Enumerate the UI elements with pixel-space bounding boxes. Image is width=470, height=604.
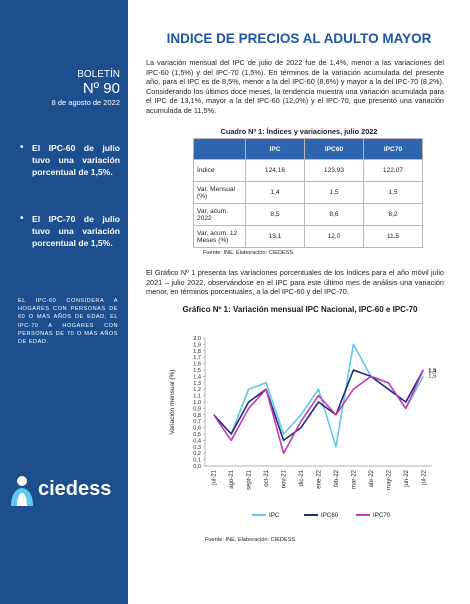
logo-body-inner xyxy=(17,493,27,506)
bullet: • El IPC-70 de julio tuvo una variación p… xyxy=(20,213,120,248)
table-cell: Var. Mensual (%) xyxy=(193,181,246,204)
x-tick-label: jul-21 xyxy=(212,469,218,485)
logo-icon xyxy=(11,476,33,506)
y-tick-label: 0,8 xyxy=(193,413,201,419)
y-tick-label: 0,5 xyxy=(193,432,201,438)
x-tick-label: jul-22 xyxy=(421,469,427,485)
table-cell: 124,16 xyxy=(245,159,305,182)
intro-paragraph: La variación mensual del IPC de julio de… xyxy=(146,58,444,115)
table-cell: 1,5 xyxy=(304,181,364,204)
y-tick-label: 1,2 xyxy=(193,387,201,393)
table-cell: 8,2 xyxy=(363,203,423,226)
y-tick-label: 0,3 xyxy=(193,445,201,451)
x-tick-label: mar-22 xyxy=(351,469,357,489)
x-tick-label: ene-22 xyxy=(317,469,323,488)
table-cell: 11,5 xyxy=(363,225,423,248)
x-tick-label: dic-21 xyxy=(299,469,305,486)
table-cell: 8,6 xyxy=(304,203,364,226)
value-label: 1,5 xyxy=(428,374,436,380)
table-row: Índice 124,16 123,93 122,07 xyxy=(193,159,423,182)
y-tick-label: 1,0 xyxy=(193,400,201,406)
sidebar-note: EL IPC-60 CONSIDERA A HOGARES CON PERSON… xyxy=(18,298,118,346)
logo-text: ciedess xyxy=(38,478,112,500)
table-row: Var. acum. 2022 8,5 8,6 8,2 xyxy=(193,203,423,226)
y-tick-label: 1,3 xyxy=(193,381,201,387)
y-tick-label: 0,1 xyxy=(193,458,201,464)
table-row: Var. acum. 12 Meses (%) 13,1 12,0 11,5 xyxy=(193,225,423,248)
table-cell: 8,5 xyxy=(245,203,305,226)
table-caption: Cuadro Nº 1: Índices y variaciones, juli… xyxy=(220,127,378,136)
y-axis-label: Variación mensual (%) xyxy=(169,370,176,435)
value-label: 1,4 xyxy=(428,369,437,375)
y-tick-label: 0,0 xyxy=(193,464,201,470)
y-tick-label: 1,8 xyxy=(193,349,201,355)
y-tick-label: 1,5 xyxy=(193,368,201,374)
x-tick-label: nov-21 xyxy=(282,469,288,488)
y-tick-label: 0,9 xyxy=(193,406,201,412)
table-cell: 13,1 xyxy=(245,225,305,248)
bulletin-date: 8 de agosto de 2022 xyxy=(51,98,120,107)
table-cell: Var. acum. 12 Meses (%) xyxy=(193,225,246,248)
table-header: IPC70 xyxy=(363,138,423,160)
x-tick-label: feb-22 xyxy=(334,469,340,487)
logo-head xyxy=(17,476,27,486)
value-label: 1,5 xyxy=(428,368,436,374)
x-tick-label: jun-22 xyxy=(404,469,410,487)
chart-title: Gráfico Nº 1: Variación mensual IPC Naci… xyxy=(182,305,418,314)
chart: Gráfico Nº 1: Variación mensual IPC Naci… xyxy=(169,305,437,519)
table-header: IPC xyxy=(245,138,305,160)
x-tick-label: oct-21 xyxy=(264,469,270,486)
bulletin-label: BOLETÍN xyxy=(77,69,120,80)
table-cell: Índice xyxy=(193,159,246,182)
data-table: IPC IPC60 IPC70 Índice 124,16 123,93 122,07 Var… xyxy=(193,138,423,248)
table-cell: 12,0 xyxy=(304,225,364,248)
y-tick-label: 2,0 xyxy=(193,336,201,342)
y-tick-label: 1,7 xyxy=(193,355,201,361)
table-cell: 123,93 xyxy=(304,159,364,182)
table-source: Fuente: INE. Elaboración: CIEDESS. xyxy=(203,250,295,256)
chart-source: Fuente: INE. Elaboración: CIEDESS. xyxy=(205,537,297,543)
analysis-paragraph: El Gráfico Nº 1 presenta las variaciones… xyxy=(146,268,444,297)
bullet: • El IPC-60 de julio tuvo una variación p… xyxy=(20,142,120,177)
bulletin-number: Nº 90 xyxy=(82,80,120,97)
table-cell: Var. acum. 2022 xyxy=(193,203,246,226)
series-line xyxy=(213,369,424,442)
table-cell: 1,5 xyxy=(363,181,423,204)
table-cell: 122,07 xyxy=(363,159,423,182)
table-corner xyxy=(193,138,246,160)
bullet-text: El IPC-60 de julio tuvo una variación po… xyxy=(32,143,120,177)
table-header: IPC60 xyxy=(304,138,364,160)
legend-label: IPC xyxy=(269,512,280,519)
table-cell: 1,4 xyxy=(245,181,305,204)
legend-label: IPC70 xyxy=(373,512,391,519)
x-tick-label: sept-21 xyxy=(247,469,253,490)
y-tick-label: 1,1 xyxy=(193,394,201,400)
table-header-row: IPC IPC60 IPC70 xyxy=(193,138,423,160)
x-tick-label: may-22 xyxy=(386,469,392,490)
series-line xyxy=(213,369,424,454)
y-tick-label: 1,4 xyxy=(193,374,201,380)
page-title: INDICE DE PRECIOS AL ADULTO MAYOR xyxy=(166,31,432,46)
y-tick-label: 1,9 xyxy=(193,342,201,348)
x-tick-label: abr-22 xyxy=(369,469,375,487)
x-tick-label: ago-21 xyxy=(229,469,235,488)
y-tick-label: 0,7 xyxy=(193,419,201,425)
y-tick-label: 1,6 xyxy=(193,362,201,368)
legend-label: IPC60 xyxy=(321,512,339,519)
table-row: Var. Mensual (%) 1,4 1,5 1,5 xyxy=(193,181,423,204)
bullet-text: El IPC-70 de julio tuvo una variación po… xyxy=(32,214,120,248)
y-tick-label: 0,4 xyxy=(193,438,201,444)
y-tick-label: 0,2 xyxy=(193,451,201,457)
y-tick-label: 0,6 xyxy=(193,426,201,432)
